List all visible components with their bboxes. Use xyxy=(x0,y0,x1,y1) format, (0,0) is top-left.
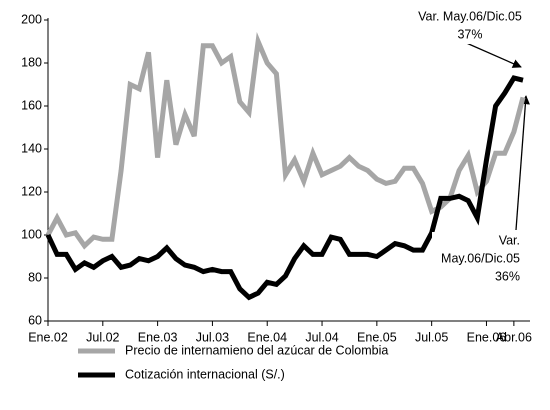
annotation-bg xyxy=(432,232,522,286)
y-tick-label: 200 xyxy=(21,12,42,26)
y-tick-label: 80 xyxy=(28,270,42,284)
x-tick-label: Ene.06 xyxy=(467,330,507,344)
series-line xyxy=(45,75,524,301)
x-tick-label: Jul.03 xyxy=(196,330,229,344)
y-tick-label: 140 xyxy=(21,141,42,155)
annotation: Var. xyxy=(499,233,520,247)
annotation-arrow xyxy=(515,95,530,231)
annotation: Var. May.06/Dic.05 xyxy=(418,9,522,23)
x-tick-label: Jul.05 xyxy=(415,330,448,344)
annotation: 37% xyxy=(457,27,482,41)
annotation: 36% xyxy=(495,269,520,283)
x-tick-label: Ene.03 xyxy=(138,330,178,344)
y-tick-label: 180 xyxy=(21,55,42,69)
series-line xyxy=(45,32,526,250)
x-tick-label: Ene.02 xyxy=(28,330,68,344)
x-tick-label: Abr.06 xyxy=(496,330,532,344)
x-tick-label: Jul.02 xyxy=(86,330,119,344)
y-tick-label: 120 xyxy=(21,184,42,198)
x-tick-label: Jul.04 xyxy=(305,330,338,344)
y-tick-label: 160 xyxy=(21,98,42,112)
annotation-bg xyxy=(408,8,532,44)
y-tick-label: 60 xyxy=(28,313,42,327)
y-tick-label: 100 xyxy=(21,227,42,241)
x-tick-label: Ene.05 xyxy=(357,330,397,344)
annotation: May.06/Dic.05 xyxy=(441,251,520,265)
legend-label: Cotización internacional (S/.) xyxy=(125,367,285,381)
x-tick-label: Ene.04 xyxy=(247,330,287,344)
legend-label: Precio de internamieno del azúcar de Col… xyxy=(125,343,388,357)
